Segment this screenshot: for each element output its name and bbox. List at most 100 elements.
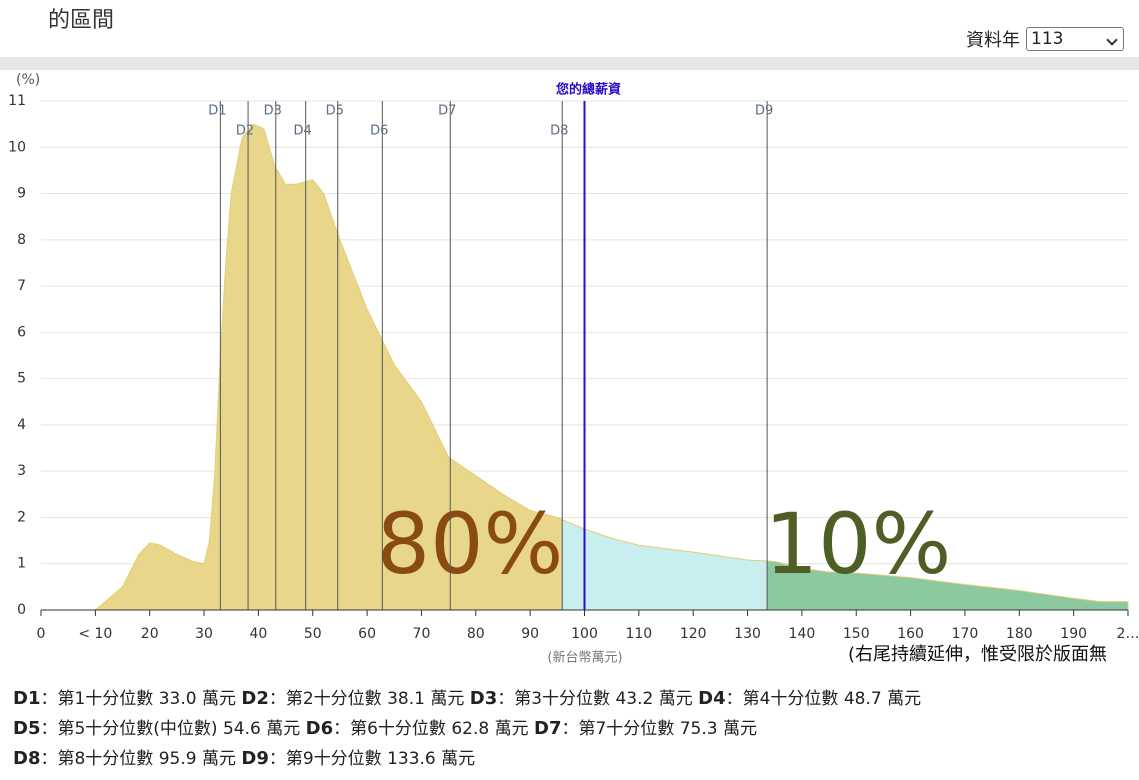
decile-entry: D7：第7十分位數 75.3 萬元 xyxy=(534,718,757,739)
decile-description: 第7十分位數 xyxy=(578,719,675,739)
separator: ： xyxy=(333,719,351,739)
decile-description: 第1十分位數 xyxy=(57,689,154,709)
decile-entry: D2：第2十分位數 38.1 萬元 xyxy=(241,688,469,709)
decile-entry: D3：第3十分位數 43.2 萬元 xyxy=(469,688,698,709)
decile-value: 33.0 xyxy=(158,689,197,709)
decile-value: 54.6 xyxy=(222,719,261,739)
decile-value: 38.1 xyxy=(387,689,425,709)
decile-value: 43.2 xyxy=(615,689,654,709)
decile-description: 第8十分位數 xyxy=(57,749,154,769)
x-tick-label: 30 xyxy=(195,626,213,642)
decile-entry: D9：第9十分位數 133.6 萬元 xyxy=(241,748,476,769)
y-tick-label: 9 xyxy=(17,186,26,202)
x-tick-label: 140 xyxy=(789,626,816,642)
separator: ： xyxy=(268,689,286,709)
decile-entry: D5：第5十分位數(中位數) 54.6 萬元 xyxy=(13,718,306,739)
unit: 萬元 xyxy=(441,749,476,769)
y-tick-label: 10 xyxy=(8,139,26,155)
decile-name: D8 xyxy=(13,748,41,769)
x-tick-label: < 10 xyxy=(78,626,112,642)
y-tick-label: 6 xyxy=(17,324,26,340)
salary-marker-label: 您的總薪資 xyxy=(556,82,621,98)
region-label: 80% xyxy=(377,495,564,593)
unit: 萬元 xyxy=(658,689,693,709)
y-tick-label: 4 xyxy=(17,417,26,433)
separator: ： xyxy=(40,719,58,739)
year-select[interactable]: 113 xyxy=(1026,27,1124,51)
decile-label: D5 xyxy=(326,104,344,119)
decile-description: 第5十分位數(中位數) xyxy=(57,719,218,739)
decile-name: D1 xyxy=(13,688,41,709)
y-tick-label: 8 xyxy=(17,232,26,248)
x-tick-label: 120 xyxy=(680,626,707,642)
heading: 的區間 xyxy=(48,8,115,33)
x-tick-label: 40 xyxy=(249,626,267,642)
x-tick-label: 70 xyxy=(413,626,431,642)
decile-description: 第9十分位數 xyxy=(285,749,382,769)
x-tick-label: 2… xyxy=(1117,626,1139,642)
x-tick-label: 190 xyxy=(1060,626,1087,642)
year-label: 資料年 xyxy=(966,30,1020,51)
decile-description: 第6十分位數 xyxy=(350,719,446,739)
decile-name: D3 xyxy=(469,688,498,709)
unit: 萬元 xyxy=(494,719,529,739)
separator: ： xyxy=(725,689,743,709)
decile-value: 48.7 xyxy=(843,689,882,709)
y-axis-label: (%) xyxy=(16,72,40,88)
decile-value: 75.3 xyxy=(679,719,718,739)
unit: 萬元 xyxy=(201,689,236,709)
decile-entry: D8：第8十分位數 95.9 萬元 xyxy=(13,748,241,769)
separator: ： xyxy=(561,719,579,739)
year-picker: 資料年 113 xyxy=(966,26,1124,52)
x-tick-label: 100 xyxy=(571,626,598,642)
separator: ： xyxy=(40,689,58,709)
decile-value: 62.8 xyxy=(451,719,490,739)
decile-entry: D1：第1十分位數 33.0 萬元 xyxy=(13,688,241,709)
x-tick-label: 150 xyxy=(843,626,870,642)
x-tick-label: 20 xyxy=(141,626,159,642)
unit: 萬元 xyxy=(722,719,757,739)
decile-entry: D6：第6十分位數 62.8 萬元 xyxy=(305,718,534,739)
y-tick-label: 5 xyxy=(17,371,26,387)
decile-label: D3 xyxy=(264,104,282,119)
x-tick-label: 180 xyxy=(1006,626,1033,642)
decile-description: 第2十分位數 xyxy=(285,689,382,709)
x-tick-label: 90 xyxy=(521,626,539,642)
chart: 0 1 2 3 4 5 6 7 8 9 10 11 (%) 80% 10% D1 D2 D3 D4 D5 D6 D7 D8 D… xyxy=(8,72,1139,666)
decile-name: D5 xyxy=(13,718,41,739)
decile-label: D8 xyxy=(550,124,568,139)
decile-label: D1 xyxy=(208,104,226,119)
y-tick-label: 3 xyxy=(17,463,26,479)
x-tick-label: 80 xyxy=(467,626,485,642)
y-tick-label: 11 xyxy=(8,93,26,109)
decile-label: D6 xyxy=(370,124,388,139)
decile-label: D7 xyxy=(438,104,456,119)
unit: 萬元 xyxy=(266,719,301,739)
separator: ： xyxy=(40,749,58,769)
decile-value: 133.6 xyxy=(387,749,436,769)
decile-name: D2 xyxy=(241,688,269,709)
x-tick-label: 160 xyxy=(897,626,924,642)
decile-name: D4 xyxy=(698,688,726,709)
y-tick-label: 0 xyxy=(17,602,26,618)
decile-description: 第3十分位數 xyxy=(514,689,611,709)
x-tick-label: 170 xyxy=(952,626,979,642)
x-tick-label: 60 xyxy=(358,626,376,642)
decile-description: 第4十分位數 xyxy=(742,689,839,709)
x-tick-label: 110 xyxy=(625,626,652,642)
separator: ： xyxy=(268,749,286,769)
x-tick-label: 50 xyxy=(304,626,322,642)
decile-label: D9 xyxy=(755,104,773,119)
decile-label: D2 xyxy=(236,124,254,139)
decile-label: D4 xyxy=(294,124,312,139)
divider-band xyxy=(0,57,1139,70)
decile-entry: D4：第4十分位數 48.7 萬元 xyxy=(698,688,921,709)
unit: 萬元 xyxy=(201,749,236,769)
tail-note: (右尾持續延伸，惟受限於版面無 xyxy=(848,644,1107,665)
decile-name: D9 xyxy=(241,748,269,769)
x-tick-label: 0 xyxy=(37,626,46,642)
density-area xyxy=(93,123,1129,611)
decile-value: 95.9 xyxy=(158,749,197,769)
decile-name: D6 xyxy=(305,718,334,739)
